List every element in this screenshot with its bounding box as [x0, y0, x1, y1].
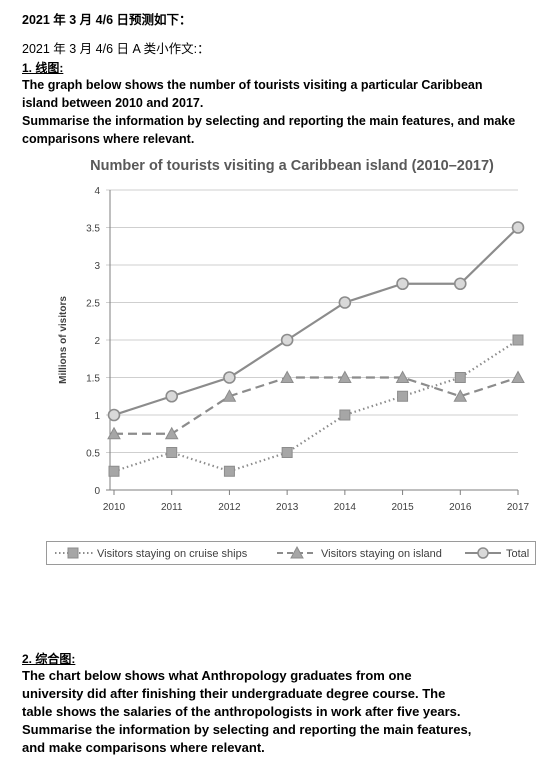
- series-line-1: [114, 376, 519, 435]
- series-2-point-6: [453, 277, 467, 291]
- legend-item-cruise: Visitors staying on cruise ships: [55, 547, 248, 560]
- y-tick-label-2: 1: [94, 411, 100, 422]
- section2-label: 2. 综合图:: [22, 652, 76, 666]
- series-0-point-1: [166, 447, 178, 458]
- y-tick-label-1: 0.5: [86, 449, 100, 460]
- x-tick-label-7: 2017: [507, 502, 530, 513]
- section1-task-line-1: The graph below shows the number of tour…: [22, 78, 483, 92]
- tourists-line-chart: Number of tourists visiting a Caribbean …: [58, 158, 530, 513]
- series-2-point-0: [107, 408, 121, 422]
- x-tick-label-4: 2014: [334, 502, 357, 513]
- x-tick-label-0: 2010: [103, 502, 126, 513]
- chart-title: Number of tourists visiting a Caribbean …: [90, 158, 494, 174]
- series-0-point-0: [108, 465, 120, 477]
- section2-task-line-5: and make comparisons where relevant.: [22, 740, 265, 755]
- y-tick-label-6: 3: [94, 261, 100, 272]
- series-0-point-4: [339, 409, 351, 421]
- x-tick-label-1: 2011: [161, 502, 183, 513]
- y-tick-label-0: 0: [94, 486, 100, 497]
- y-tick-label-7: 3.5: [86, 224, 100, 235]
- series-0-point-6: [454, 372, 466, 383]
- series-line-0: [113, 339, 519, 473]
- legend-item-island: Visitors staying on island: [277, 545, 442, 560]
- series-2-point-3: [280, 333, 294, 347]
- section1-task-line-2: island between 2010 and 2017.: [22, 96, 204, 110]
- series-2-point-5: [396, 277, 409, 291]
- series-2-point-4: [338, 296, 352, 309]
- series-2-point-7: [511, 221, 525, 234]
- section2-task-line-2: university did after finishing their und…: [22, 686, 446, 701]
- chart-legend: Visitors staying on cruise ships Visitor…: [46, 541, 536, 565]
- legend-label-island: Visitors staying on island: [321, 548, 442, 560]
- section2-task-line-3: table shows the salaries of the anthropo…: [22, 704, 461, 719]
- y-axis-label: Millions of visitors: [58, 296, 69, 384]
- y-tick-label-8: 4: [94, 186, 100, 197]
- series-0-point-7: [512, 334, 524, 346]
- y-tick-label-5: 2.5: [86, 299, 100, 310]
- series-0-point-2: [223, 465, 235, 477]
- page-heading: 2021 年 3 月 4/6 日预测如下：: [22, 13, 192, 27]
- series-2-point-1: [165, 389, 179, 403]
- series-1-point-0: [107, 426, 121, 440]
- series-1-point-2: [222, 389, 237, 402]
- page-subheading: 2021 年 3 月 4/6 日 A 类小作文:：: [22, 42, 210, 56]
- x-tick-label-5: 2015: [391, 502, 414, 513]
- series-1-point-5: [395, 370, 410, 383]
- x-tick-label-3: 2013: [276, 502, 299, 513]
- series-1-point-4: [338, 370, 352, 383]
- series-0-point-5: [397, 390, 409, 402]
- section1-label: 1. 线图:: [22, 61, 64, 75]
- series-1-point-6: [453, 389, 468, 402]
- legend-item-total: Total: [465, 547, 529, 560]
- x-tick-label-2: 2012: [218, 502, 241, 513]
- series-0-point-3: [281, 447, 293, 458]
- series-2-point-2: [223, 371, 236, 384]
- y-tick-label-3: 1.5: [86, 374, 100, 385]
- legend-label-cruise: Visitors staying on cruise ships: [97, 548, 248, 560]
- series-1-point-1: [164, 426, 179, 440]
- section2-task-line-1: The chart below shows what Anthropology …: [22, 668, 412, 683]
- section2-task-line-4: Summarise the information by selecting a…: [22, 722, 472, 737]
- series-1-point-3: [280, 370, 294, 383]
- section1-task-line-4: comparisons where relevant.: [22, 132, 195, 146]
- x-tick-label-6: 2016: [449, 502, 472, 513]
- y-tick-label-4: 2: [94, 336, 100, 347]
- series-1-point-7: [511, 370, 525, 383]
- section1-task-line-3: Summarise the information by selecting a…: [22, 114, 516, 128]
- legend-label-total: Total: [506, 548, 529, 560]
- series-line-2: [113, 226, 519, 417]
